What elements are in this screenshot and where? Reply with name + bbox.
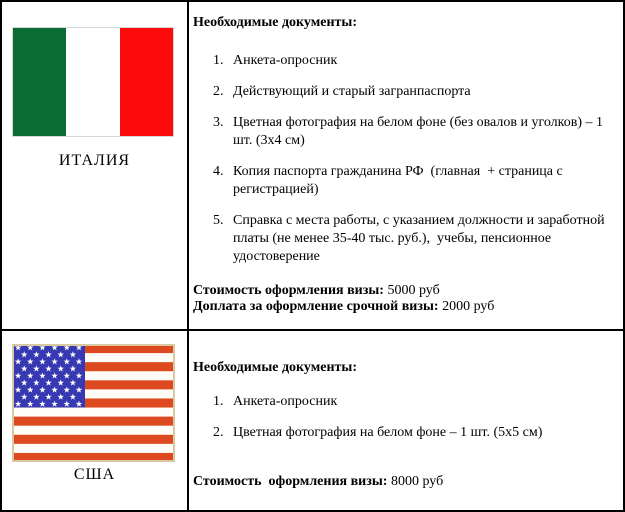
- document-list-item: Цветная фотография на белом фоне (без ов…: [213, 114, 607, 148]
- country-label-usa: США: [73, 466, 116, 483]
- cost-line: Стоимость оформления визы: 8000 руб: [193, 474, 617, 490]
- usa-documents-cell: Необходимые документы: Анкета-опросник Цв…: [193, 359, 617, 490]
- cost-line: Доплата за оформление срочной визы: 2000…: [193, 299, 617, 315]
- italy-documents-cell: Необходимые документы: Анкета-опросник Де…: [193, 14, 617, 315]
- cost-value: 8000 руб: [387, 474, 444, 489]
- italy-flag-red-stripe: [119, 28, 173, 136]
- cost-label: Стоимость оформления визы:: [193, 474, 388, 489]
- column-divider: [187, 2, 189, 510]
- cost-block: Стоимость оформления визы: 5000 руб Допла…: [193, 283, 617, 315]
- document-list-item: Справка с места работы, с указанием долж…: [213, 212, 609, 264]
- row-divider: [2, 329, 623, 331]
- usa-stripes: [12, 344, 175, 462]
- italy-flag-white-stripe: [66, 28, 120, 136]
- usa-flag-border: [12, 344, 175, 462]
- document-list-item: Анкета-опросник: [213, 393, 338, 411]
- documents-list: Анкета-опросник Действующий и старый загр…: [193, 52, 617, 266]
- document-list-item: Действующий и старый загранпаспорта: [213, 83, 471, 101]
- documents-heading: Необходимые документы:: [193, 15, 358, 30]
- cost-block: Стоимость оформления визы: 8000 руб: [193, 474, 617, 490]
- cost-label: Стоимость оформления визы:: [193, 283, 384, 298]
- cost-line: Стоимость оформления визы: 5000 руб: [193, 283, 617, 299]
- document-list-item: Анкета-опросник: [213, 52, 338, 70]
- italy-flag-icon: [12, 27, 174, 137]
- italy-flag-green-stripe: [13, 28, 67, 136]
- document-list-item: Цветная фотография на белом фоне – 1 шт.…: [213, 424, 543, 442]
- document-list-item: Копия паспорта гражданина РФ (главная + …: [213, 163, 567, 197]
- usa-flag-icon: [12, 344, 175, 462]
- documents-heading: Необходимые документы:: [193, 360, 358, 375]
- country-label-italy: ИТАЛИЯ: [58, 152, 131, 169]
- usa-stars: [14, 344, 83, 407]
- documents-list: Анкета-опросник Цветная фотография на бел…: [193, 393, 617, 442]
- cost-label: Доплата за оформление срочной визы:: [193, 299, 439, 314]
- cost-value: 5000 руб: [383, 283, 440, 298]
- cost-value: 2000 руб: [438, 299, 495, 314]
- usa-red-stripes: [12, 344, 175, 462]
